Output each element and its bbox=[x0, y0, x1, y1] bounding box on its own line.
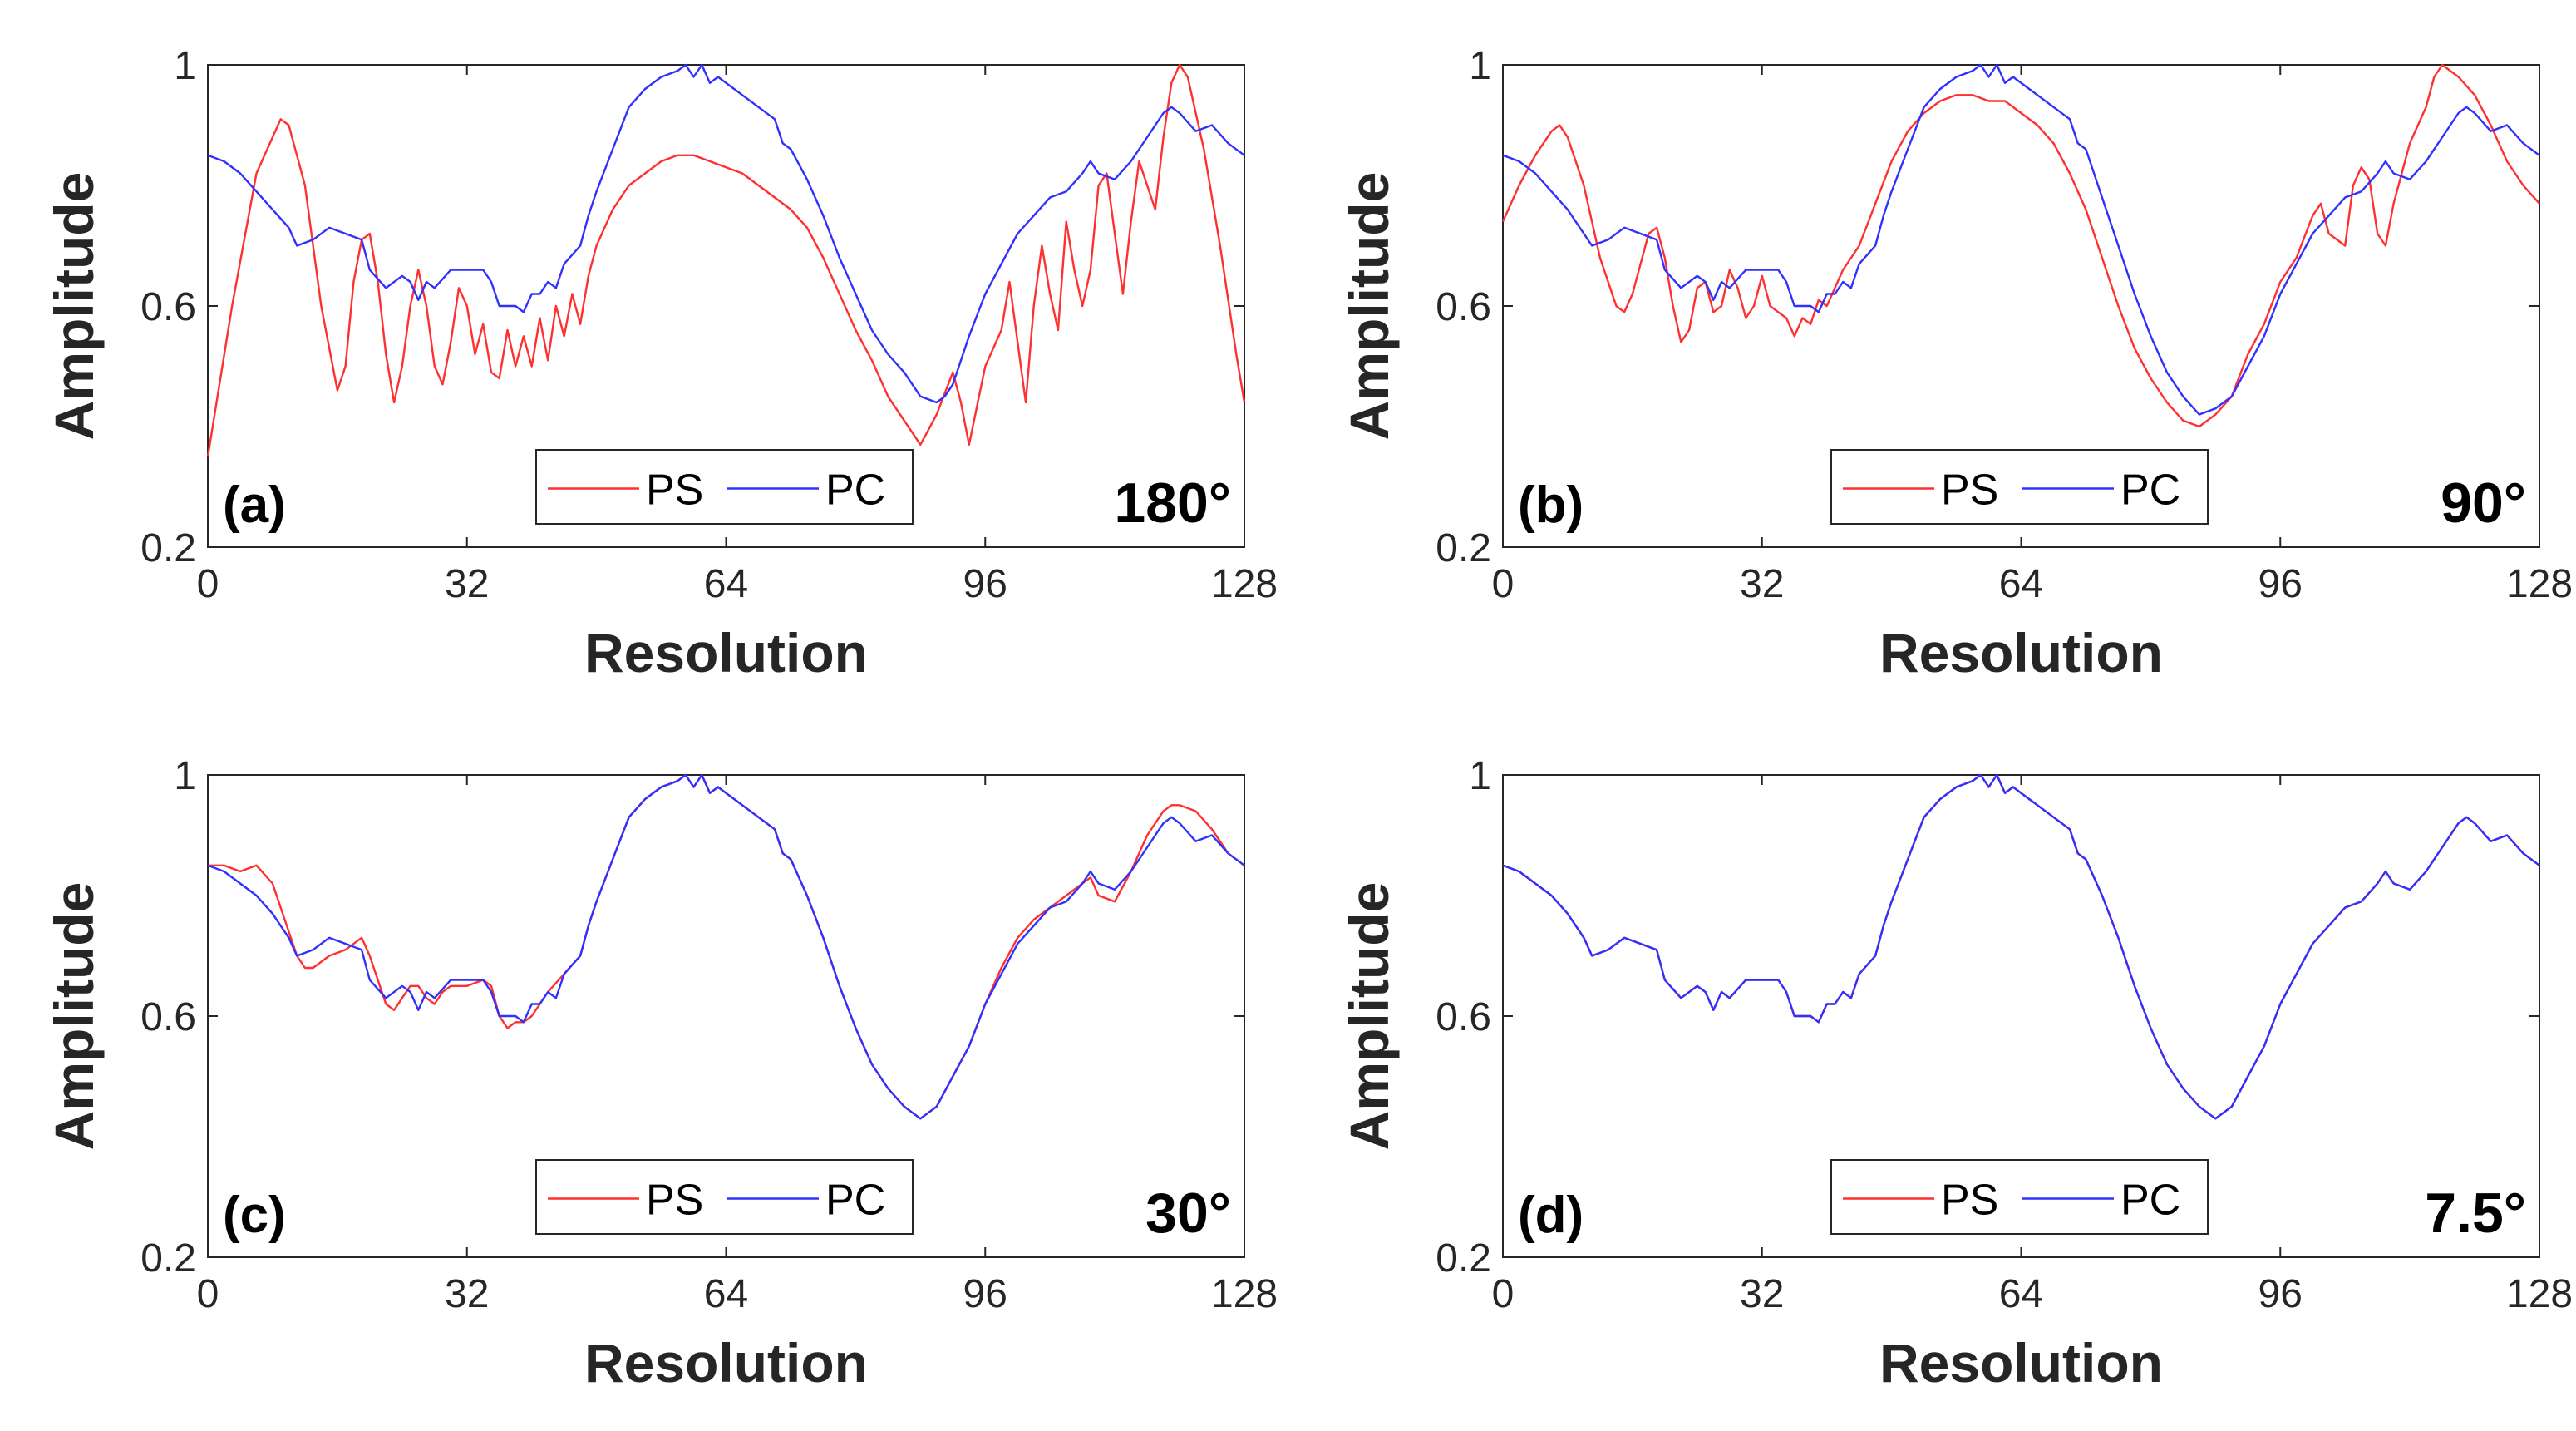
x-tick-label: 96 bbox=[2258, 1272, 2303, 1316]
legend-box bbox=[535, 1159, 914, 1235]
y-axis-label: Amplitude bbox=[43, 882, 105, 1151]
x-tick-label: 64 bbox=[1999, 1272, 2043, 1316]
y-tick-label: 0.2 bbox=[1436, 526, 1491, 570]
series-line-pc bbox=[1502, 773, 2540, 1120]
y-axis-label: Amplitude bbox=[1338, 172, 1400, 441]
legend-label-pc: PC bbox=[2120, 466, 2180, 515]
x-tick-label: 64 bbox=[704, 562, 748, 606]
x-axis-label: Resolution bbox=[1879, 1332, 2163, 1394]
legend-label-ps: PS bbox=[1941, 1177, 1998, 1225]
y-tick-label: 0.6 bbox=[140, 995, 196, 1039]
x-tick-label: 128 bbox=[2506, 562, 2573, 606]
series-line-pc bbox=[1502, 63, 2540, 416]
x-tick-label: 32 bbox=[445, 562, 489, 606]
panel-label: (b) bbox=[1518, 476, 1584, 534]
series-line-ps bbox=[1501, 63, 2540, 428]
x-axis-label: Resolution bbox=[584, 622, 868, 683]
series-line-ps bbox=[1502, 773, 2540, 1120]
y-tick-label: 0.6 bbox=[140, 285, 196, 329]
panel-c: 0 32 64 96 128 0.2 0.6 1 Resolution Amplitude (c) 3… bbox=[43, 754, 1278, 1394]
legend-box bbox=[1830, 1159, 2209, 1235]
panel-label: (a) bbox=[223, 476, 286, 534]
legend-label-ps: PS bbox=[646, 466, 703, 515]
y-tick-label: 0.2 bbox=[140, 526, 196, 570]
y-tick-label: 1 bbox=[174, 754, 196, 798]
x-tick-label: 128 bbox=[2506, 1272, 2573, 1316]
y-axis-label: Amplitude bbox=[43, 172, 105, 441]
legend-label-pc: PC bbox=[2120, 1177, 2180, 1225]
y-tick-label: 1 bbox=[1469, 754, 1491, 798]
legend-label-ps: PS bbox=[1941, 466, 1998, 515]
y-tick-label: 1 bbox=[174, 44, 196, 88]
series-line-ps bbox=[208, 773, 1245, 1120]
x-axis-label: Resolution bbox=[1879, 622, 2163, 683]
x-tick-label: 128 bbox=[1211, 1272, 1278, 1316]
y-tick-label: 0.6 bbox=[1436, 285, 1491, 329]
x-tick-label: 64 bbox=[704, 1272, 748, 1316]
legend-label-ps: PS bbox=[646, 1177, 703, 1225]
y-axis-label: Amplitude bbox=[1338, 882, 1400, 1151]
x-tick-label: 32 bbox=[1740, 562, 1784, 606]
legend-label-pc: PC bbox=[825, 466, 885, 515]
x-tick-label: 96 bbox=[963, 1272, 1007, 1316]
x-tick-label: 0 bbox=[197, 562, 219, 606]
x-tick-label: 0 bbox=[197, 1272, 219, 1316]
x-tick-label: 96 bbox=[963, 562, 1007, 606]
x-tick-label: 96 bbox=[2258, 562, 2303, 606]
panel-a: 0 32 64 96 128 0.2 0.6 1 Resolution Amplitude (a) 1… bbox=[43, 44, 1278, 683]
panel-d: 0 32 64 96 128 0.2 0.6 1 Resolution Amplitude (d) 7… bbox=[1338, 754, 2573, 1394]
angle-label: 90° bbox=[2441, 471, 2526, 535]
panel-label: (d) bbox=[1518, 1187, 1584, 1244]
y-tick-label: 1 bbox=[1469, 44, 1491, 88]
angle-label: 180° bbox=[1114, 471, 1231, 535]
angle-label: 7.5° bbox=[2425, 1182, 2526, 1245]
series-line-pc bbox=[207, 63, 1245, 404]
legend-box bbox=[1830, 449, 2209, 525]
series-line-pc bbox=[207, 773, 1245, 1120]
x-axis-label: Resolution bbox=[584, 1332, 868, 1394]
legend-label-pc: PC bbox=[825, 1177, 885, 1225]
y-tick-label: 0.2 bbox=[1436, 1236, 1491, 1280]
panel-label: (c) bbox=[223, 1187, 286, 1244]
x-tick-label: 0 bbox=[1492, 1272, 1515, 1316]
legend-box bbox=[535, 449, 914, 525]
x-tick-label: 32 bbox=[445, 1272, 489, 1316]
angle-label: 30° bbox=[1145, 1182, 1231, 1245]
x-tick-label: 0 bbox=[1492, 562, 1515, 606]
x-tick-label: 64 bbox=[1999, 562, 2043, 606]
x-tick-label: 32 bbox=[1740, 1272, 1784, 1316]
y-tick-label: 0.6 bbox=[1436, 995, 1491, 1039]
x-tick-label: 128 bbox=[1211, 562, 1278, 606]
panel-b: 0 32 64 96 128 0.2 0.6 1 Resolution Amplitude (b) 9… bbox=[1338, 44, 2573, 683]
series-line-ps bbox=[206, 63, 1246, 457]
y-tick-label: 0.2 bbox=[140, 1236, 196, 1280]
